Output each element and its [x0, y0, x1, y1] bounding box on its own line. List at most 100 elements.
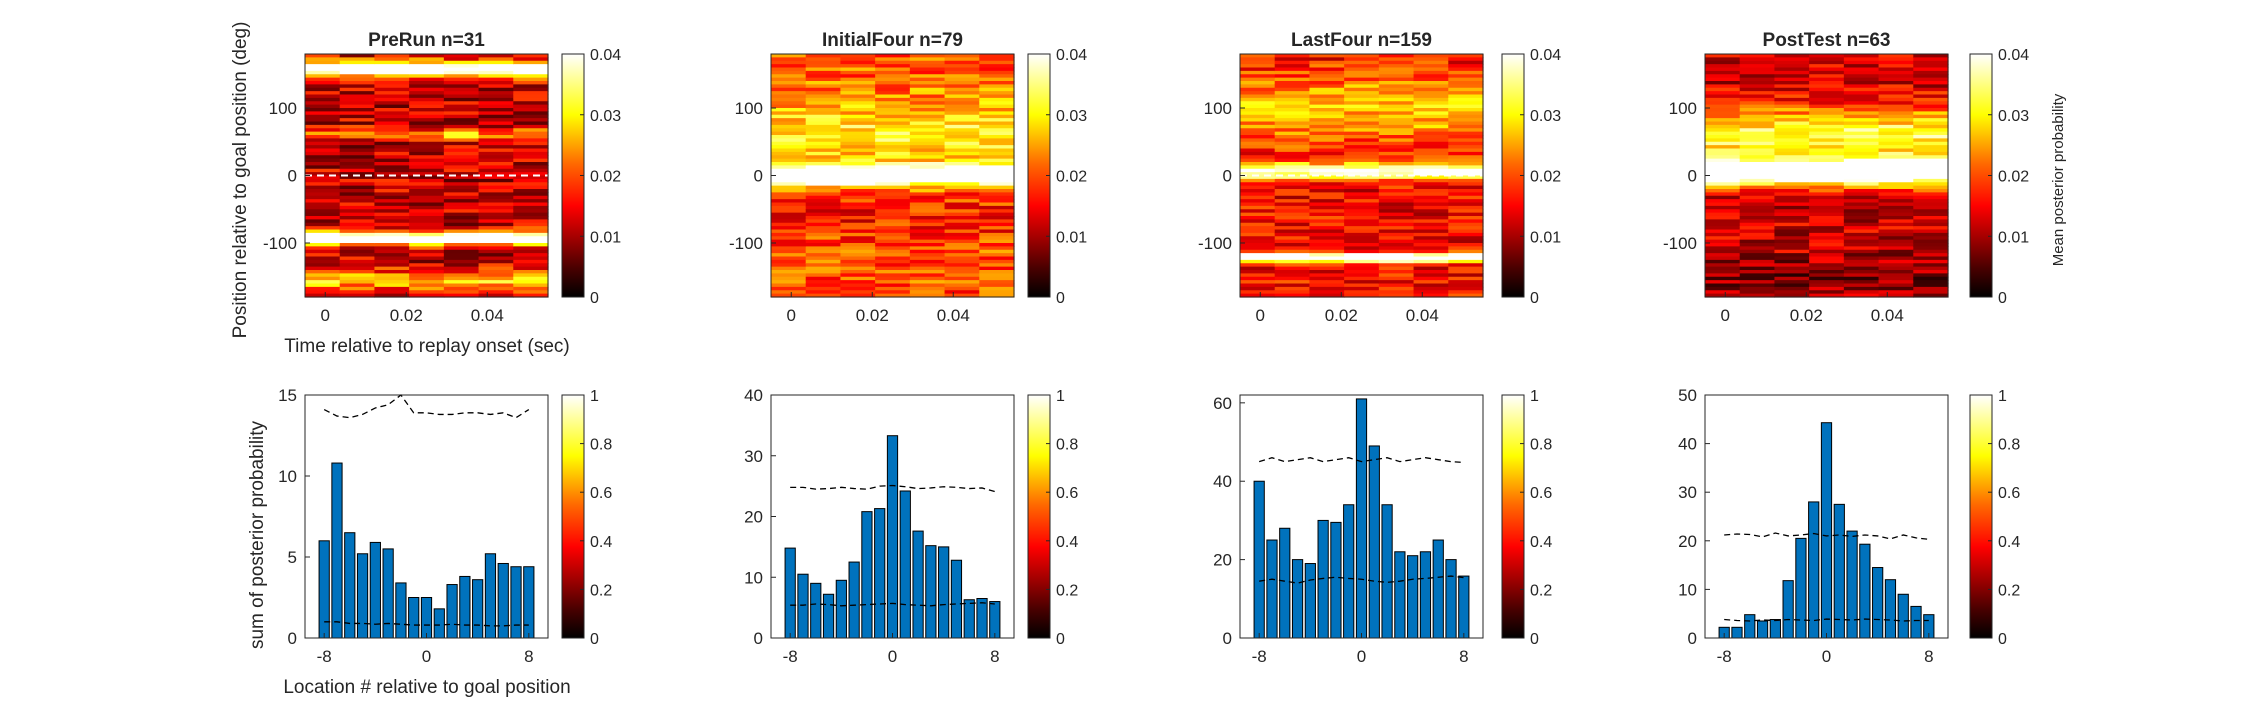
chart-2-heat-cell [1274, 54, 1311, 58]
chart-3-heat-cell [1913, 246, 1949, 251]
chart-2-heat-cell [1240, 97, 1276, 102]
chart-1-heat-cell [805, 172, 842, 177]
chart-3-heat-cell [1843, 67, 1880, 72]
chart-3-heat-cell [1774, 253, 1810, 258]
chart-0-heat-cell [409, 94, 445, 99]
chart-2-heat-cell [1309, 118, 1345, 123]
chart-1-heat-cell [771, 168, 807, 173]
chart-3-heat-cell [1809, 253, 1845, 258]
chart-1-heat-cell [771, 111, 807, 116]
chart-2-heat-cell [1448, 141, 1484, 146]
chart-3-heat-cell [1878, 229, 1914, 234]
chart-2-heat-cell [1448, 91, 1484, 96]
bottom-x-axis-label: Location # relative to goal position [283, 677, 570, 698]
chart-0-heat-cell [305, 222, 341, 227]
chart-1-heat-cell [979, 131, 1015, 136]
chart-0-heat-cell [339, 290, 376, 295]
chart-2-heat-cell [1413, 219, 1449, 224]
chart-0-heat-cell [374, 205, 410, 210]
chart-0-heat-cell [443, 141, 480, 146]
chart-2-heat-cell [1413, 91, 1449, 96]
chart-1-heat-cell [875, 168, 911, 173]
chart-2-heat-cell [1378, 114, 1415, 119]
chart-3-heat-cell [1739, 270, 1776, 274]
chart-0-heat-cell [409, 77, 445, 82]
chart-5-x-tick-label: 0 [888, 647, 897, 666]
chart-2-heat-cell [1240, 60, 1276, 65]
chart-0-heat-cell [374, 239, 410, 244]
chart-3-heat-cell [1705, 283, 1741, 288]
chart-2-heat-cell [1344, 202, 1380, 207]
chart-3-heat-cell [1913, 84, 1949, 89]
chart-2-heat-cell [1413, 293, 1449, 298]
chart-3-heat-cell [1913, 202, 1949, 207]
chart-1-heat-cell [909, 108, 946, 112]
chart-2-heat-cell [1274, 70, 1311, 75]
chart-2-heat-cell [1240, 195, 1276, 200]
chart-4-x-tick-label: 0 [422, 647, 431, 666]
chart-2-heat-cell [1378, 283, 1415, 288]
chart-0-heat-cell [339, 283, 376, 288]
chart-0-heat-cell [339, 165, 376, 170]
chart-1-heat-cell [979, 212, 1015, 217]
chart-2-heat-cell [1240, 286, 1276, 291]
chart-0-heat-cell [374, 141, 410, 146]
chart-1-heat-cell [805, 246, 842, 251]
chart-0-heat-cell [478, 212, 514, 217]
chart-3-heat-cell [1843, 74, 1880, 79]
chart-1-heat-cell [875, 195, 911, 200]
chart-1-heat-cell [840, 178, 876, 183]
chart-7-y-tick-label: 30 [1678, 483, 1697, 502]
chart-4-bar [510, 566, 522, 639]
chart-3-heat-cell [1878, 209, 1914, 214]
chart-1-heat-cell [875, 226, 911, 231]
chart-0-heat-cell [443, 101, 480, 106]
chart-3-heat-cell [1878, 273, 1914, 278]
chart-3-heat-cell [1739, 151, 1776, 156]
chart-3-heat-cell [1705, 148, 1741, 153]
chart-3-heat-cell [1809, 172, 1845, 177]
chart-4-y-tick-label: 10 [278, 467, 297, 486]
chart-0-heat-cell [339, 131, 376, 136]
chart-1-heat-cell [909, 249, 946, 254]
chart-2-heat-cell [1240, 280, 1276, 285]
chart-1-heat-cell [771, 145, 807, 150]
chart-0-heat-cell [305, 124, 341, 129]
chart-3-heat-cell [1843, 178, 1880, 183]
chart-0-y-tick-label: 0 [288, 167, 297, 186]
chart-3-heat-cell [1878, 246, 1914, 251]
chart-2-heat-cell [1413, 77, 1449, 82]
chart-1-heat-cell [944, 64, 980, 69]
chart-2-heat-cell [1378, 81, 1415, 85]
chart-2-colorbar-tick-label: 0.01 [1530, 229, 1561, 246]
chart-2-heat-cell [1240, 202, 1276, 207]
chart-2-heat-cell [1448, 178, 1484, 183]
chart-0-heat-cell [409, 141, 445, 146]
chart-2-heat-cell [1274, 209, 1311, 214]
chart-1-heat-cell [979, 205, 1015, 210]
chart-1-heat-cell [979, 151, 1015, 156]
chart-3-heat-cell [1809, 266, 1845, 271]
chart-1-heat-cell [805, 84, 842, 89]
chart-3-heat-cell [1774, 263, 1810, 268]
chart-0-heat-cell [443, 239, 480, 244]
chart-3-heat-cell [1705, 209, 1741, 214]
chart-3-heat-cell [1843, 54, 1880, 58]
chart-3-title: PostTest n=63 [1763, 30, 1891, 51]
chart-3-heat-cell [1913, 243, 1949, 247]
chart-0-heat-cell [513, 280, 549, 285]
chart-3-heat-cell [1809, 138, 1845, 143]
chart-3-heat-cell [1878, 84, 1914, 89]
chart-2-heat-cell [1448, 293, 1484, 298]
chart-3-heat-cell [1739, 91, 1776, 96]
chart-0-heat-cell [409, 185, 445, 190]
chart-0-heat-cell [339, 199, 376, 204]
chart-3-heat-cell [1878, 232, 1914, 237]
chart-1-heat-cell [875, 290, 911, 295]
chart-2-heat-cell [1309, 64, 1345, 69]
chart-1-heat-cell [840, 64, 876, 69]
chart-0-heat-cell [339, 182, 376, 187]
chart-2-heat-cell [1344, 172, 1380, 177]
chart-0-heat-cell [478, 293, 514, 298]
chart-2-heat-cell [1344, 192, 1380, 197]
